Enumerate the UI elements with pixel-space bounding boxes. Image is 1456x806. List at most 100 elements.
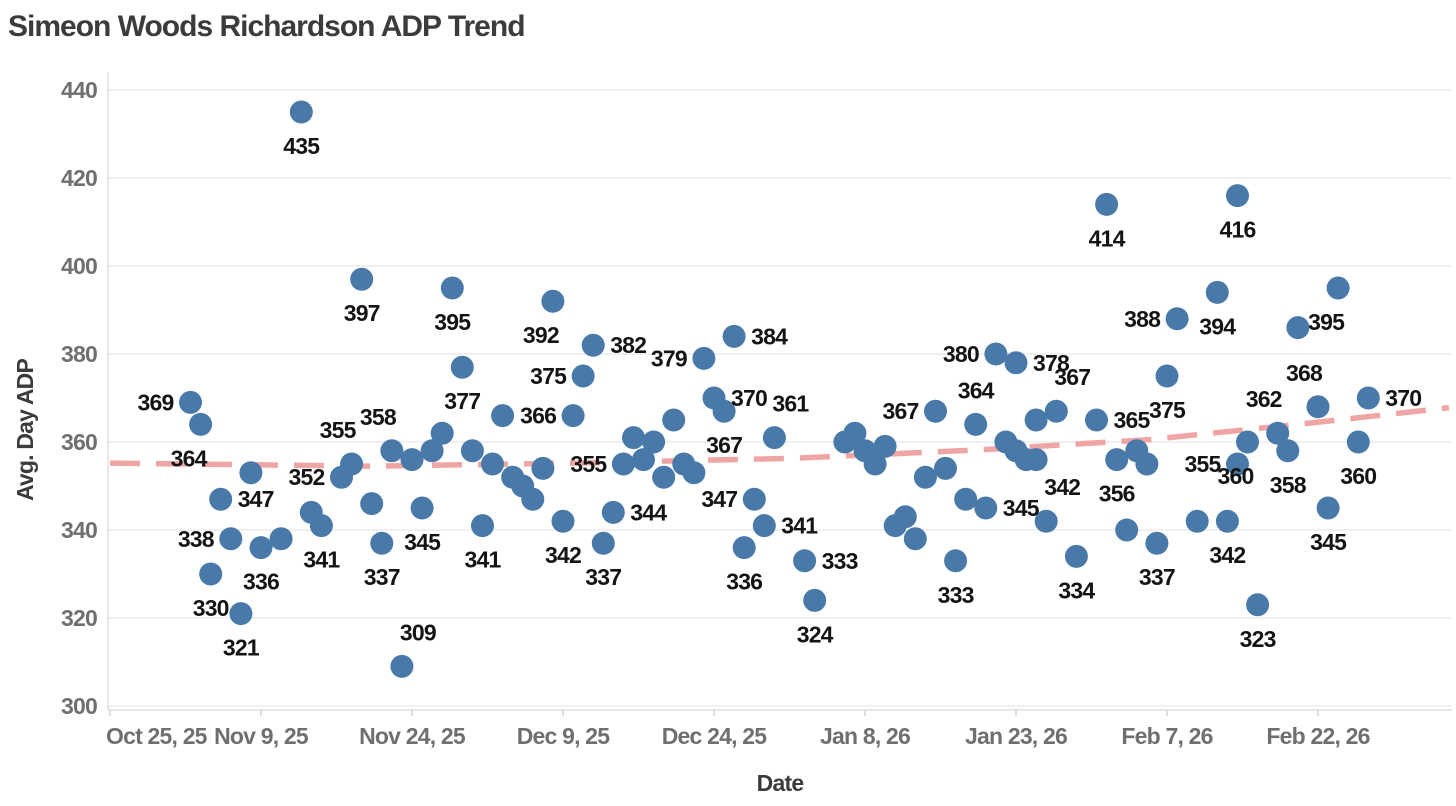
data-point[interactable] xyxy=(692,346,716,370)
data-point[interactable] xyxy=(642,430,666,454)
data-point[interactable] xyxy=(601,500,625,524)
data-point[interactable] xyxy=(1135,452,1159,476)
point-label: 356 xyxy=(1099,481,1135,507)
data-point[interactable] xyxy=(611,452,635,476)
data-point[interactable] xyxy=(1266,421,1290,445)
data-point[interactable] xyxy=(521,487,545,511)
data-point[interactable] xyxy=(803,588,827,612)
data-point[interactable] xyxy=(863,452,887,476)
data-point[interactable] xyxy=(491,404,515,428)
point-label: 324 xyxy=(797,621,834,647)
data-point[interactable] xyxy=(410,496,434,520)
data-point[interactable] xyxy=(752,514,776,538)
data-point[interactable] xyxy=(984,342,1008,366)
data-point[interactable] xyxy=(309,514,333,538)
data-point[interactable] xyxy=(249,536,273,560)
data-point[interactable] xyxy=(1326,276,1350,300)
data-point[interactable] xyxy=(1155,364,1179,388)
data-point[interactable] xyxy=(1165,307,1189,331)
data-point[interactable] xyxy=(420,439,444,463)
data-point[interactable] xyxy=(541,289,565,313)
data-point[interactable] xyxy=(1236,430,1259,454)
data-point[interactable] xyxy=(591,531,615,555)
data-point[interactable] xyxy=(1185,509,1209,533)
point-label: 382 xyxy=(610,332,646,358)
data-point[interactable] xyxy=(793,549,817,573)
data-point[interactable] xyxy=(239,461,263,485)
data-point[interactable] xyxy=(350,267,374,291)
data-point[interactable] xyxy=(893,505,917,529)
data-point[interactable] xyxy=(1246,593,1270,617)
data-point[interactable] xyxy=(1226,452,1249,476)
data-point[interactable] xyxy=(843,421,867,445)
data-point[interactable] xyxy=(390,654,414,678)
data-point[interactable] xyxy=(440,276,464,300)
data-point[interactable] xyxy=(269,527,293,551)
data-point[interactable] xyxy=(954,487,978,511)
data-point[interactable] xyxy=(380,439,404,463)
data-point[interactable] xyxy=(662,408,686,432)
data-point[interactable] xyxy=(1044,399,1068,423)
point-label: 321 xyxy=(223,635,260,661)
data-point[interactable] xyxy=(903,527,927,551)
data-point[interactable] xyxy=(873,434,897,458)
data-point[interactable] xyxy=(974,496,998,520)
data-point[interactable] xyxy=(209,487,233,511)
data-point[interactable] xyxy=(924,399,947,423)
data-point[interactable] xyxy=(1316,496,1340,520)
data-point[interactable] xyxy=(450,355,474,379)
data-point[interactable] xyxy=(1085,408,1108,432)
data-point[interactable] xyxy=(571,364,595,388)
data-point[interactable] xyxy=(340,452,364,476)
data-point[interactable] xyxy=(1215,509,1239,533)
data-point[interactable] xyxy=(1226,184,1249,208)
data-point[interactable] xyxy=(1145,531,1169,555)
data-point[interactable] xyxy=(1004,351,1028,375)
data-point[interactable] xyxy=(622,426,645,450)
data-point[interactable] xyxy=(1034,509,1058,533)
data-point[interactable] xyxy=(742,487,766,511)
data-point[interactable] xyxy=(934,456,957,480)
data-point[interactable] xyxy=(481,452,504,476)
data-point[interactable] xyxy=(581,333,605,357)
data-point[interactable] xyxy=(1346,430,1370,454)
data-point[interactable] xyxy=(360,492,384,516)
data-point[interactable] xyxy=(219,527,243,551)
data-point[interactable] xyxy=(561,404,585,428)
data-point[interactable] xyxy=(289,100,313,124)
data-point[interactable] xyxy=(1105,448,1129,472)
data-point[interactable] xyxy=(1115,518,1139,542)
data-point[interactable] xyxy=(1205,280,1229,304)
data-point[interactable] xyxy=(460,439,484,463)
data-point[interactable] xyxy=(430,421,454,445)
data-point[interactable] xyxy=(1286,316,1310,340)
data-point[interactable] xyxy=(712,399,736,423)
data-point[interactable] xyxy=(682,461,706,485)
y-tick-label: 420 xyxy=(61,165,97,191)
data-point[interactable] xyxy=(400,448,424,472)
data-point[interactable] xyxy=(1356,386,1380,410)
data-point[interactable] xyxy=(199,562,223,586)
data-point[interactable] xyxy=(944,549,968,573)
data-point[interactable] xyxy=(229,602,253,626)
data-point[interactable] xyxy=(370,531,394,555)
data-point[interactable] xyxy=(732,536,756,560)
data-point[interactable] xyxy=(913,465,937,489)
data-point[interactable] xyxy=(189,412,213,436)
data-point[interactable] xyxy=(1095,192,1119,216)
data-point[interactable] xyxy=(632,448,655,472)
y-tick-label: 340 xyxy=(61,517,97,543)
data-point[interactable] xyxy=(1064,544,1088,568)
data-point[interactable] xyxy=(551,509,575,533)
data-point[interactable] xyxy=(964,412,988,436)
data-point[interactable] xyxy=(1306,395,1330,419)
data-point[interactable] xyxy=(722,324,746,348)
data-point[interactable] xyxy=(1276,439,1300,463)
data-point[interactable] xyxy=(179,390,202,414)
data-point[interactable] xyxy=(652,465,676,489)
data-point[interactable] xyxy=(1024,408,1048,432)
data-point[interactable] xyxy=(531,456,555,480)
data-point[interactable] xyxy=(762,426,786,450)
data-point[interactable] xyxy=(471,514,494,538)
data-point[interactable] xyxy=(1024,448,1048,472)
